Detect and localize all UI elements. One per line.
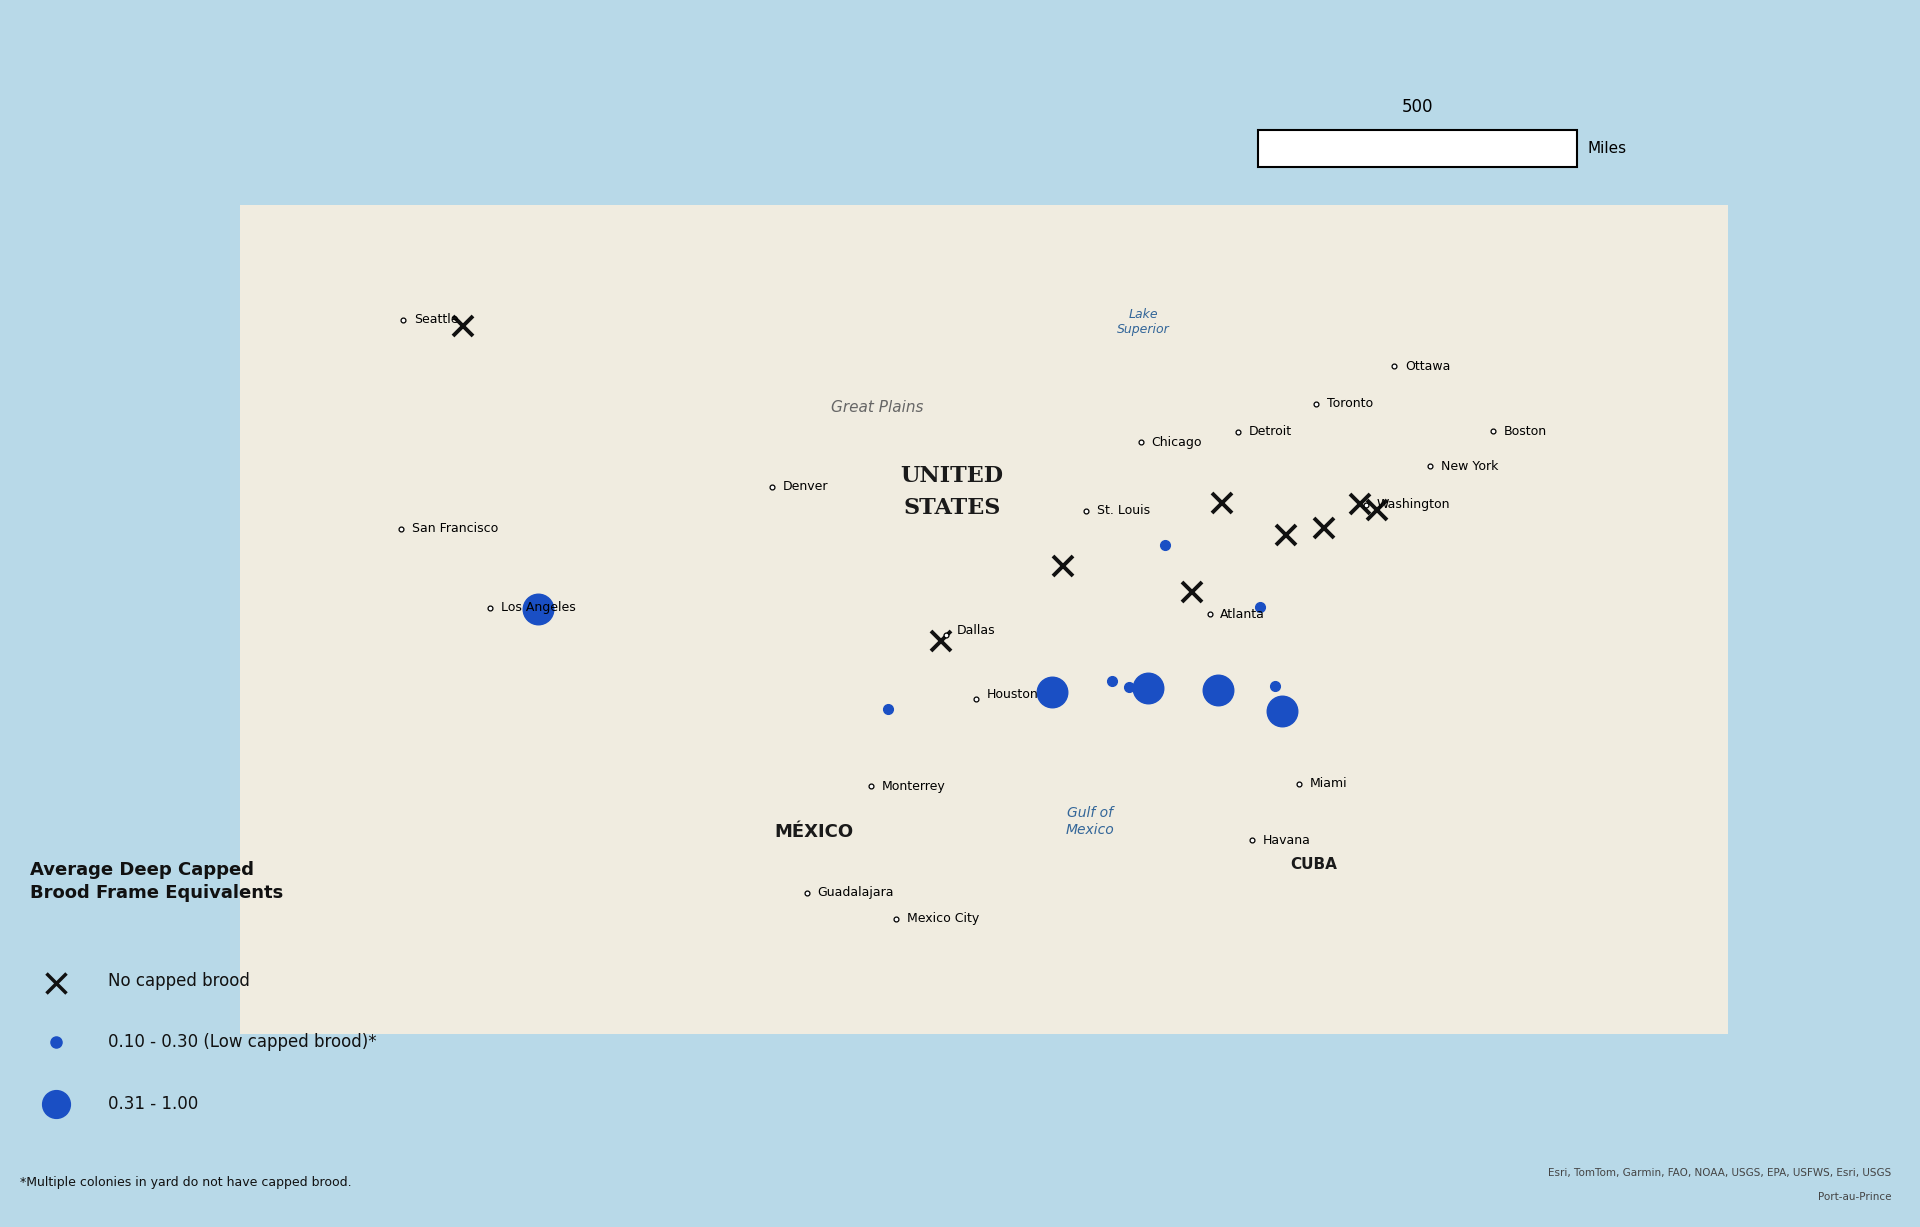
Text: New York: New York <box>1440 460 1498 472</box>
Text: 0.31 - 1.00: 0.31 - 1.00 <box>108 1096 198 1113</box>
Text: No capped brood: No capped brood <box>108 972 250 990</box>
Text: Miami: Miami <box>1309 778 1348 790</box>
Text: Detroit: Detroit <box>1248 426 1292 438</box>
Text: 0.10 - 0.30 (Low capped brood)*: 0.10 - 0.30 (Low capped brood)* <box>108 1033 376 1050</box>
Text: *Multiple colonies in yard do not have capped brood.: *Multiple colonies in yard do not have c… <box>19 1175 351 1189</box>
Text: Gulf of
Mexico: Gulf of Mexico <box>1066 806 1116 837</box>
Text: San Francisco: San Francisco <box>411 523 497 535</box>
Text: Great Plains: Great Plains <box>831 400 924 415</box>
Text: 500: 500 <box>1402 98 1432 117</box>
Text: Port-au-Prince: Port-au-Prince <box>1818 1193 1891 1202</box>
FancyBboxPatch shape <box>1258 130 1578 167</box>
Text: Toronto: Toronto <box>1327 398 1373 410</box>
Text: St. Louis: St. Louis <box>1096 504 1150 517</box>
Text: Havana: Havana <box>1263 833 1311 847</box>
Text: Denver: Denver <box>781 481 828 493</box>
Text: Guadalajara: Guadalajara <box>818 886 893 899</box>
Text: Houston: Houston <box>987 688 1039 702</box>
Text: Dallas: Dallas <box>956 625 995 637</box>
Text: Atlanta: Atlanta <box>1221 607 1265 621</box>
Text: Los Angeles: Los Angeles <box>501 601 576 615</box>
Text: Miles: Miles <box>1588 141 1626 156</box>
Text: Average Deep Capped
Brood Frame Equivalents: Average Deep Capped Brood Frame Equivale… <box>31 861 284 902</box>
Text: MÉXICO: MÉXICO <box>774 823 854 842</box>
Text: Ottawa: Ottawa <box>1405 360 1450 373</box>
Text: Chicago: Chicago <box>1152 436 1202 449</box>
Text: Monterrey: Monterrey <box>881 779 945 793</box>
Text: Esri, TomTom, Garmin, FAO, NOAA, USGS, EPA, USFWS, Esri, USGS: Esri, TomTom, Garmin, FAO, NOAA, USGS, E… <box>1548 1168 1891 1178</box>
Text: CUBA: CUBA <box>1290 856 1336 871</box>
Text: UNITED
STATES: UNITED STATES <box>900 465 1004 519</box>
Text: Mexico City: Mexico City <box>906 912 979 925</box>
Text: Washington: Washington <box>1377 498 1450 512</box>
Text: Seattle: Seattle <box>413 313 459 326</box>
Text: Lake
Superior: Lake Superior <box>1117 308 1169 336</box>
Text: Boston: Boston <box>1503 425 1548 438</box>
